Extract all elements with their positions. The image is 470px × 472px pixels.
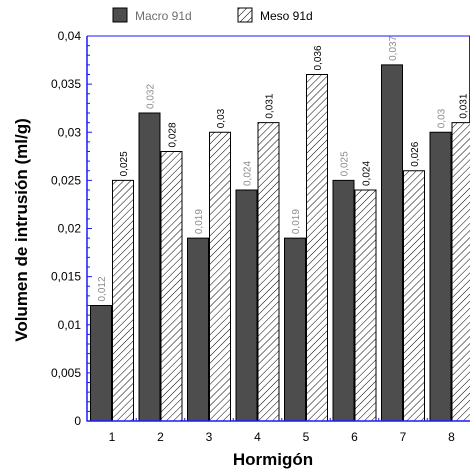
bar-meso [112,179,134,422]
data-label: 0,031 [265,93,276,118]
legend-swatch-macro [112,7,128,23]
bar-meso [209,131,231,422]
x-tick-label: 4 [254,430,261,444]
x-tick-label: 8 [448,430,455,444]
bar-macro [187,237,209,422]
data-label: 0,028 [168,122,179,147]
y-tick-label: 0,025 [51,173,81,187]
x-tick-label: 1 [109,430,116,444]
data-label: 0,012 [97,276,108,301]
data-label: 0,03 [216,108,227,128]
data-label: 0,019 [194,209,205,234]
bar-macro [381,64,403,422]
bar-meso [403,170,425,422]
legend-label-meso: Meso 91d [260,9,313,23]
x-tick-label: 2 [157,430,164,444]
y-tick-label: 0,02 [58,222,82,236]
data-label: 0,032 [146,84,157,109]
legend-swatch-meso [237,7,253,23]
data-label: 0,036 [313,45,324,70]
y-tick-label: 0,03 [58,125,82,139]
data-label: 0,031 [459,93,470,118]
x-tick-label: 6 [351,430,358,444]
bar-meso [354,189,377,422]
y-tick-label: 0 [74,414,81,428]
bar-macro [284,237,306,422]
y-tick-label: 0,015 [51,270,81,284]
bar-macro [138,112,161,422]
bar-meso [160,151,183,422]
y-axis-title: Volumen de intrusión (ml/g) [12,118,31,342]
data-label: 0,019 [291,209,302,234]
data-label: 0,03 [437,108,448,128]
bar-macro [332,179,355,422]
data-label: 0,026 [410,141,421,166]
legend: Macro 91d Meso 91d [112,7,313,23]
bar-macro [235,189,258,422]
bar-macro [429,131,452,422]
x-tick-label: 7 [400,430,407,444]
y-tick-label: 0,035 [51,77,81,91]
x-tick-label: 3 [206,430,213,444]
bar-meso [257,122,280,422]
bar-meso [451,122,470,422]
bar-macro [90,305,112,422]
x-axis-title: Hormigón [233,450,313,469]
legend-label-macro: Macro 91d [135,9,192,23]
data-label: 0,025 [119,151,130,176]
bar-meso [306,74,328,422]
data-label: 0,025 [340,151,351,176]
data-label: 0,024 [243,161,254,186]
data-label: 0,024 [362,161,373,186]
y-tick-label: 0,04 [58,29,82,43]
y-tick-label: 0,005 [51,366,81,380]
y-tick-label: 0,01 [58,318,82,332]
x-tick-label: 5 [303,430,310,444]
data-label: 0,037 [388,35,399,60]
